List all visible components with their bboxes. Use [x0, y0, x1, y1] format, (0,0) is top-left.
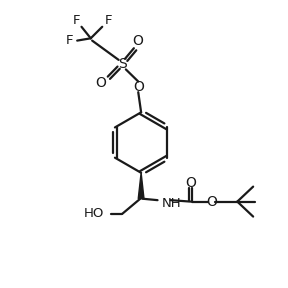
- Text: O: O: [206, 195, 217, 209]
- Text: O: O: [133, 80, 144, 94]
- Text: F: F: [73, 14, 80, 27]
- Text: F: F: [104, 14, 112, 27]
- Text: O: O: [185, 176, 196, 190]
- Text: NH: NH: [162, 197, 181, 210]
- Polygon shape: [138, 173, 144, 199]
- Text: F: F: [66, 34, 73, 47]
- Text: S: S: [118, 57, 127, 71]
- Text: HO: HO: [84, 207, 105, 220]
- Text: O: O: [95, 76, 106, 90]
- Text: O: O: [132, 34, 143, 48]
